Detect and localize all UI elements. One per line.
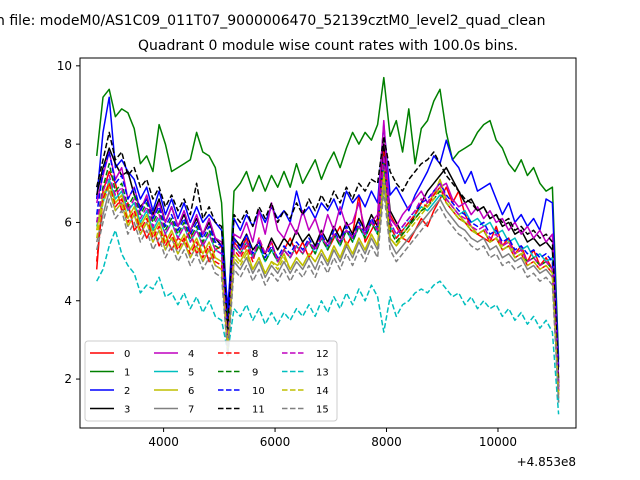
chart-title: Quadrant 0 module wise count rates with … xyxy=(138,38,518,54)
x-tick-label: 6000 xyxy=(260,435,291,449)
y-tick-label: 6 xyxy=(64,215,72,229)
legend-label-9: 9 xyxy=(252,368,258,379)
legend-label-10: 10 xyxy=(252,386,265,397)
legend-label-1: 1 xyxy=(124,368,130,379)
series-line-12 xyxy=(95,155,560,391)
series-line-13 xyxy=(96,229,560,415)
series-line-14 xyxy=(95,174,560,395)
series-line-2 xyxy=(95,96,560,368)
legend-label-6: 6 xyxy=(188,386,194,397)
series-line-15 xyxy=(95,190,560,403)
y-tick-label: 4 xyxy=(64,294,72,308)
legend-label-4: 4 xyxy=(188,349,194,360)
x-offset-label: +4.853e8 xyxy=(517,455,576,469)
series-line-10 xyxy=(95,151,560,387)
series-line-4 xyxy=(95,119,560,384)
legend-label-15: 15 xyxy=(316,405,329,416)
series-line-7 xyxy=(95,182,560,399)
series-line-11 xyxy=(95,131,560,380)
legend-label-3: 3 xyxy=(124,405,130,416)
x-axis: 4000 6000 8000 10000 xyxy=(148,428,517,449)
legend-label-2: 2 xyxy=(124,386,130,397)
legend-label-7: 7 xyxy=(188,405,194,416)
x-tick-label: 8000 xyxy=(371,435,402,449)
legend-label-5: 5 xyxy=(188,368,194,379)
series-layer xyxy=(95,76,560,415)
series-line-8 xyxy=(95,151,560,391)
x-tick-label: 10000 xyxy=(479,435,517,449)
chart-suptitle: h file: modeM0/AS1C09_011T07_9000006470_… xyxy=(0,13,545,29)
legend-box xyxy=(84,340,338,422)
legend-label-12: 12 xyxy=(316,349,329,360)
legend-label-0: 0 xyxy=(124,349,130,360)
legend-label-14: 14 xyxy=(316,386,329,397)
legend-label-8: 8 xyxy=(252,349,258,360)
y-axis: 2 4 6 8 10 xyxy=(57,59,80,386)
y-tick-label: 2 xyxy=(64,372,72,386)
series-line-1 xyxy=(95,76,560,360)
y-tick-label: 10 xyxy=(57,59,72,73)
legend-label-11: 11 xyxy=(252,405,265,416)
x-tick-label: 4000 xyxy=(148,435,179,449)
legend-label-13: 13 xyxy=(316,368,329,379)
plot-frame xyxy=(79,57,577,429)
y-tick-label: 8 xyxy=(64,137,72,151)
